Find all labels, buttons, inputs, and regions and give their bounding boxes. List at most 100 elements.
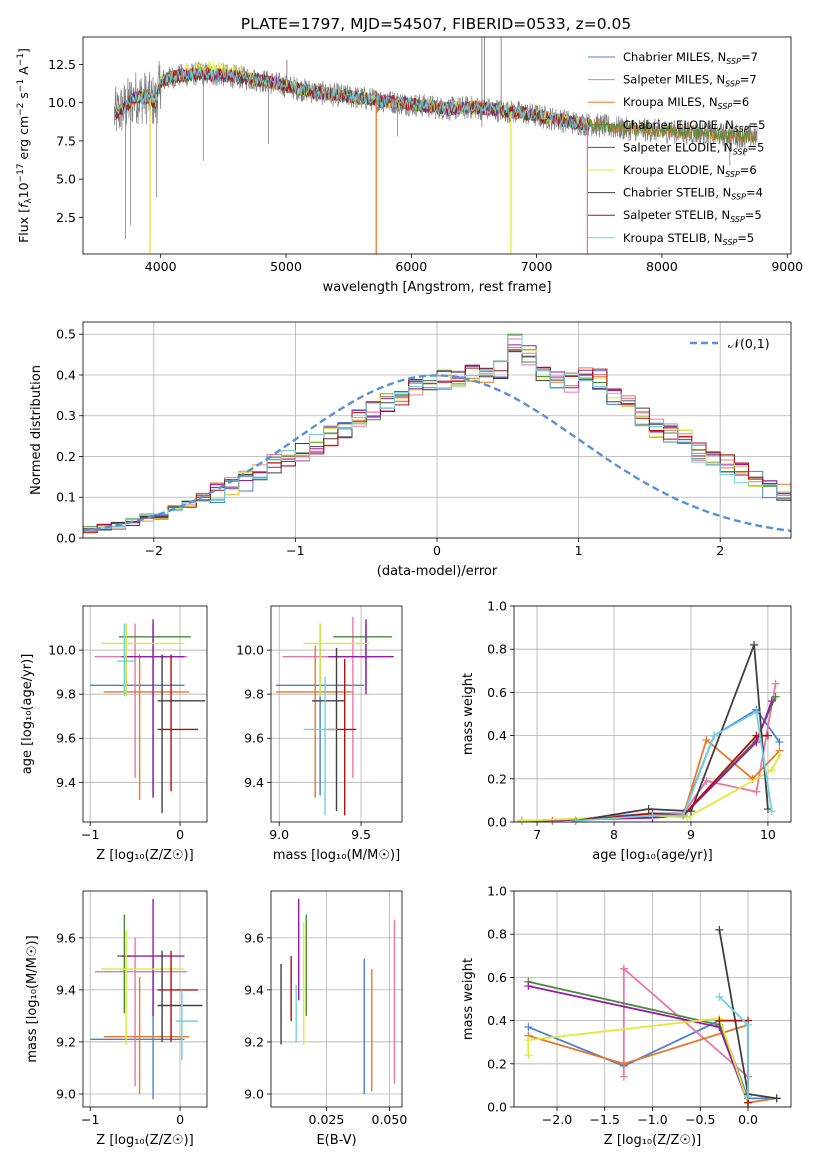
mass-weight-marker (767, 697, 776, 706)
x-tick-label: 4000 (145, 259, 177, 274)
y-axis-label-part: −1 (16, 53, 26, 66)
y-tick-label: 0.0 (487, 815, 507, 830)
legend-nssp-value: =5 (749, 118, 766, 132)
mass-age-panel: 9.0 9.5 9.4 9.6 9.8 10.0 mass [log₁₀(M/M☉)] (236, 605, 403, 863)
mass-weight-marker (771, 679, 780, 688)
y-tick-label: 0.1 (56, 490, 76, 505)
y-tick-label: 0.5 (56, 327, 76, 342)
y-tick-label: 9.2 (56, 1034, 76, 1049)
spectrum-plot-area (113, 37, 758, 254)
y-tick-label: 1.0 (487, 599, 507, 614)
mass-weight-marker (771, 692, 780, 701)
axes-frame (82, 890, 208, 1108)
mass-weight-marker (775, 738, 784, 747)
y-tick-label: 1.0 (487, 884, 507, 899)
mass-weight-marker (571, 816, 580, 825)
x-tick-label: 8000 (646, 259, 678, 274)
y-tick-label: 7.5 (56, 133, 76, 148)
x-axis-label: Z [log₁₀(Z/Z☉)] (96, 848, 193, 863)
x-axis-label: Z [log₁₀(Z/Z☉)] (604, 1133, 701, 1148)
mass-weight-marker (679, 811, 688, 820)
mass-weight-line (528, 985, 749, 1104)
y-axis-label-part: A (16, 66, 31, 79)
y-axis-label-part: Flux [ (16, 208, 31, 243)
legend-label: Kroupa ELODIE, NSSP=6 (623, 163, 757, 179)
extinction-mass-panel: 0.025 0.050 9.0 9.2 9.4 9.6 E(B-V) (244, 890, 407, 1148)
x-tick-label: 9.0 (269, 827, 289, 842)
mass-weight-marker (702, 776, 711, 785)
legend-subscript: SSP (725, 80, 740, 89)
y-tick-label: 0.6 (487, 970, 507, 985)
mass-weight-marker (619, 964, 628, 973)
legend-subscript: SSP (725, 170, 740, 179)
mass-weight-marker (715, 1016, 724, 1025)
mass-weight-marker (524, 1036, 533, 1045)
axes-frame (82, 36, 792, 255)
y-axis-label-part: ] (16, 48, 31, 53)
mass-weight-marker (644, 805, 653, 814)
legend-subscript: SSP (734, 125, 749, 134)
x-tick-label: −1.0 (637, 1112, 667, 1127)
metallicity-mass-weight-panel: −2.0 −1.5 −1.0 −0.5 0.0 0.0 0.2 0.4 0.6 0.8 1.0 Z [… (461, 884, 792, 1148)
legend-label: Chabrier ELODIE, NSSP=5 (623, 118, 765, 134)
x-axis-label: (data-model)/error (377, 564, 498, 579)
legend-model-name: Salpeter STELIB, N (623, 208, 730, 222)
y-tick-label: 0.0 (487, 1100, 507, 1115)
legend-model-name: Salpeter ELODIE, N (623, 140, 733, 154)
legend-label: Kroupa MILES, NSSP=6 (623, 95, 749, 111)
y-tick-label: 9.4 (244, 982, 264, 997)
y-tick-label: 9.6 (56, 930, 76, 945)
legend-nssp-value: =7 (741, 50, 758, 64)
legend-subscript: SSP (730, 215, 745, 224)
y-axis-label: mass weight (461, 673, 476, 755)
mass-weight-marker (702, 735, 711, 744)
y-tick-label: 9.2 (244, 1034, 264, 1049)
y-tick-label: 0.4 (56, 367, 76, 382)
metallicity-mass-panel: −1 0 9.0 9.2 9.4 9.6 Z [log₁₀(Z/Z☉)] mass [log₁… (25, 890, 208, 1148)
x-tick-label: 7000 (521, 259, 553, 274)
mass-weight-line (521, 754, 781, 822)
axes-frame (513, 890, 792, 1108)
mass-weight-line (575, 710, 773, 822)
legend-model-name: Kroupa STELIB, N (623, 231, 723, 245)
y-tick-label: 9.4 (56, 775, 76, 790)
y-tick-label: 0.6 (487, 685, 507, 700)
axes-frame (82, 321, 792, 539)
y-axis-label-part: λ (24, 198, 34, 204)
mass-weight-marker (710, 731, 719, 740)
observed-spectrum-line (113, 60, 758, 148)
x-tick-label: −2 (145, 543, 163, 558)
mass-weight-marker (752, 787, 761, 796)
x-tick-label: 7 (533, 827, 541, 842)
axes-frame (270, 890, 403, 1108)
x-tick-label: 8 (610, 827, 618, 842)
y-tick-label: 0.8 (487, 927, 507, 942)
metallicity-age-panel: −1 0 9.4 9.6 9.8 10.0 Z [log₁₀(Z/Z☉)] age [log₁… (20, 605, 208, 863)
legend-model-name: Kroupa MILES, N (623, 95, 718, 109)
x-tick-label: −1 (81, 1112, 99, 1127)
x-tick-label: 1 (575, 543, 583, 558)
x-axis-label: age [log₁₀(age/yr)] (592, 848, 713, 863)
y-tick-label: 9.4 (56, 982, 76, 997)
mass-weight-marker (744, 1092, 753, 1101)
y-axis-label-part: f (16, 202, 31, 208)
legend-subscript: SSP (731, 193, 746, 202)
y-tick-label: 12.5 (48, 57, 76, 72)
y-tick-label: 10.0 (48, 95, 76, 110)
y-axis-label: mass [log₁₀(M/M☉)] (25, 935, 40, 1062)
x-tick-label: 9 (687, 827, 695, 842)
age-mass-weight-panel: 7 8 9 10 0.0 0.2 0.4 0.6 0.8 1.0 age [log₁₀(age/yr… (461, 599, 792, 863)
legend-subscript: SSP (718, 102, 733, 111)
axes-frame (513, 605, 792, 823)
y-tick-label: 0.8 (487, 642, 507, 657)
mass-weight-marker (772, 1094, 781, 1103)
axes-frame (270, 605, 403, 823)
residual-histogram-step (83, 335, 792, 531)
legend-model-name: Salpeter MILES, N (623, 73, 725, 87)
legend-model-name: Chabrier STELIB, N (623, 186, 731, 200)
legend-nssp-value: =6 (740, 163, 757, 177)
y-tick-label: 5.0 (56, 172, 76, 187)
mass-weight-line (521, 696, 777, 822)
y-tick-label: 0.2 (56, 449, 76, 464)
